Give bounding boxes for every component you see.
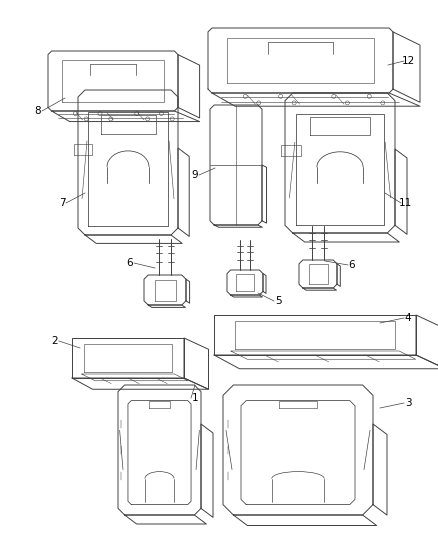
Text: 4: 4 (405, 313, 411, 323)
Text: 11: 11 (399, 198, 412, 208)
Text: 12: 12 (401, 56, 415, 66)
Text: 2: 2 (52, 336, 58, 346)
Text: 9: 9 (192, 170, 198, 180)
Text: 1: 1 (192, 393, 198, 403)
Text: 7: 7 (59, 198, 65, 208)
Text: 8: 8 (35, 106, 41, 116)
Text: 3: 3 (405, 398, 411, 408)
Text: 6: 6 (127, 258, 133, 268)
Text: 5: 5 (275, 296, 281, 306)
Text: 6: 6 (349, 260, 355, 270)
